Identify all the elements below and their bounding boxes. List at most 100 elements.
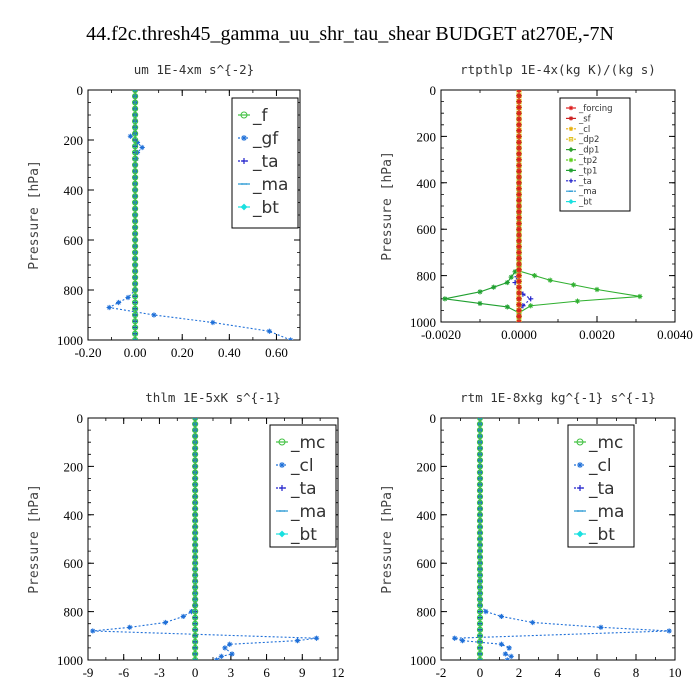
plot-frame	[440, 89, 676, 323]
data-point	[516, 284, 522, 290]
legend-label: _bt	[252, 198, 279, 218]
data-point	[502, 651, 508, 657]
data-point	[180, 613, 186, 620]
legend-label: _forcing	[578, 104, 613, 114]
data-point	[476, 493, 484, 500]
data-point	[516, 110, 522, 116]
data-point	[476, 572, 484, 579]
x-tick-label: 3	[228, 665, 235, 680]
data-point	[476, 439, 484, 446]
data-point	[508, 653, 514, 659]
data-point	[516, 104, 522, 110]
data-point	[498, 613, 505, 620]
legend-item-ta: _ta	[566, 177, 592, 187]
data-point	[132, 324, 139, 331]
data-point	[476, 626, 484, 633]
y-tick-label: 1000	[410, 315, 436, 330]
data-point	[476, 541, 484, 549]
y-tick-label: 200	[417, 459, 437, 474]
data-point	[313, 635, 320, 641]
data-point	[516, 238, 522, 244]
data-point	[132, 130, 139, 137]
data-point	[192, 608, 199, 615]
data-point	[192, 463, 199, 470]
legend-label: _bt	[578, 198, 593, 208]
legend-item-bt: _bt	[574, 525, 615, 545]
x-tick-label: 4	[555, 665, 562, 680]
panel-title: um 1E-4xm s^{-2}	[134, 62, 254, 77]
x-tick-label: 8	[633, 665, 640, 680]
legend-label: _tp2	[578, 156, 597, 166]
legend-item-tp2: _tp2	[566, 156, 597, 166]
data-point	[192, 572, 199, 579]
data-point	[476, 433, 484, 440]
series-line-f	[132, 90, 139, 340]
legend-item-f: _f	[238, 106, 269, 126]
data-point	[637, 293, 643, 300]
legend-item-dp2: _dp2	[566, 135, 599, 145]
data-point	[132, 243, 139, 250]
y-tick-label: 600	[64, 233, 84, 248]
data-point	[516, 145, 522, 151]
data-point	[192, 644, 199, 652]
data-point	[516, 273, 522, 279]
data-point	[192, 529, 199, 537]
data-point	[192, 481, 199, 488]
data-point	[192, 511, 199, 518]
data-point	[132, 330, 139, 337]
data-point	[476, 427, 484, 434]
data-point	[132, 280, 139, 287]
data-point	[192, 418, 199, 422]
data-point	[516, 122, 522, 128]
legend-label: _ta	[252, 152, 279, 172]
chart-panel-1: um 1E-4xm s^{-2} Pressure [hPa] 0 200 400 600…	[27, 62, 301, 360]
y-tick-label: 1000	[410, 653, 436, 668]
legend: _forcing_sf_cl_dp2_dp1_tp2_tp1_ta_ma_bt	[559, 97, 631, 212]
data-point	[132, 218, 139, 225]
legend-box	[559, 97, 631, 212]
data-point	[476, 554, 484, 561]
data-point	[132, 90, 139, 94]
legend-label: _f	[252, 106, 269, 126]
legend-label: _sf	[578, 114, 592, 124]
data-point	[476, 457, 484, 464]
legend-item-bt: _bt	[238, 198, 279, 218]
y-tick-label: 800	[417, 605, 437, 620]
y-tick-label: 200	[64, 459, 84, 474]
data-point	[132, 168, 139, 175]
legend-item-bt: _bt	[566, 198, 593, 208]
data-point	[192, 620, 199, 627]
data-point	[132, 99, 139, 106]
data-point	[192, 626, 199, 633]
data-point	[132, 155, 139, 162]
legend-label: _dp1	[578, 146, 599, 156]
data-point	[476, 608, 484, 615]
data-point	[229, 651, 235, 657]
data-point	[516, 220, 522, 226]
data-point	[139, 144, 145, 151]
data-point	[516, 278, 522, 284]
legend-label: _ma	[290, 502, 326, 522]
legend-item-dp1: _dp1	[566, 146, 599, 156]
data-point	[192, 475, 199, 482]
legend-label: _dp2	[578, 135, 599, 145]
data-point	[452, 635, 458, 641]
plot-frame	[440, 417, 676, 661]
legend-label: _tp1	[578, 166, 597, 176]
series-line-mc	[192, 418, 199, 660]
data-point	[516, 116, 522, 122]
data-point	[192, 596, 199, 603]
data-point	[192, 584, 199, 591]
plot-area	[106, 90, 294, 340]
y-axis-label: Pressure [hPa]	[380, 151, 395, 261]
data-point	[188, 609, 195, 615]
data-point	[132, 311, 139, 319]
data-point	[218, 653, 224, 659]
data-point	[192, 505, 199, 512]
data-point	[192, 517, 199, 524]
x-tick-label: -3	[154, 665, 165, 680]
legend-item-mc: _mc	[574, 433, 623, 453]
data-point	[476, 602, 484, 609]
data-point	[90, 628, 96, 634]
data-point	[516, 139, 522, 145]
